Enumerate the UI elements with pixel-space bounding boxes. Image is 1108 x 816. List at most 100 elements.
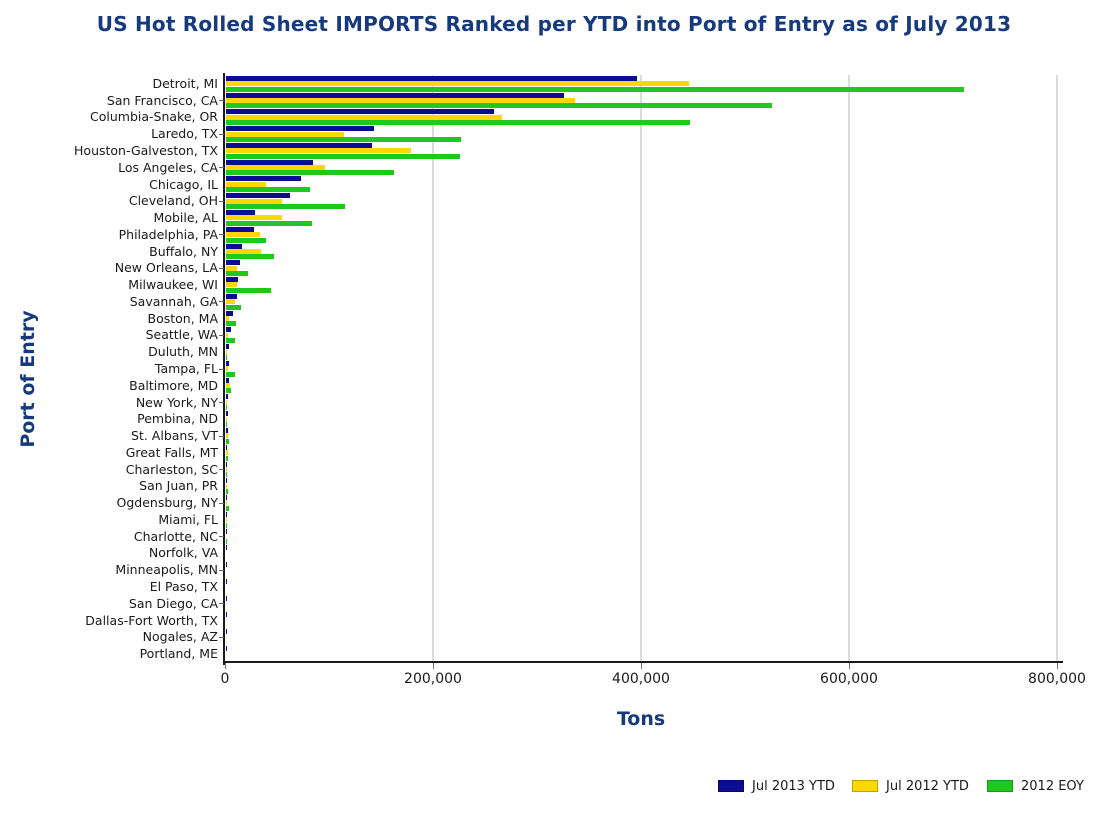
y-tick-mark [219,402,224,404]
y-tick-mark [219,167,224,169]
y-tick-mark [219,636,224,638]
bar-jul-2013-ytd-13 [226,277,239,283]
bar-2012-eoy-25 [226,489,229,495]
bar-jul-2013-ytd-20 [226,394,229,400]
x-tick-mark [1057,663,1058,669]
bar-jul-2012-ytd-22 [226,433,228,439]
bar-jul-2013-ytd-18 [226,360,229,366]
category-label: Savannah, GA [129,293,218,309]
bar-jul-2013-ytd-31 [226,578,227,584]
bar-jul-2012-ytd-19 [226,383,231,389]
y-tick-mark [219,469,224,471]
category-label: Minneapolis, MN [115,562,218,578]
bar-jul-2013-ytd-6 [226,159,314,165]
category-label: Great Falls, MT [125,444,218,460]
bar-jul-2012-ytd-7 [226,181,266,187]
bar-jul-2012-ytd-25 [226,483,227,489]
gridline-400,000 [640,75,642,662]
bar-2012-eoy-5 [226,153,460,159]
bar-2012-eoy-10 [226,237,266,243]
category-label: Portland, ME [139,646,218,662]
category-label: Los Angeles, CA [118,159,218,175]
y-axis-line [223,73,225,665]
x-tick-label: 200,000 [404,671,462,687]
category-label: Ogdensburg, NY [116,495,218,511]
bar-jul-2013-ytd-27 [226,511,227,517]
category-label: El Paso, TX [149,579,218,595]
bar-jul-2013-ytd-29 [226,545,227,551]
bar-2012-eoy-22 [226,438,229,444]
category-label: Nogales, AZ [142,629,218,645]
bar-2012-eoy-27 [226,522,227,528]
bar-jul-2012-ytd-21 [226,416,227,422]
y-tick-mark [219,569,224,571]
category-label: Laredo, TX [151,126,218,142]
bar-jul-2012-ytd-1 [226,81,689,87]
y-tick-mark [219,200,224,202]
y-tick-mark [219,603,224,605]
y-tick-mark [219,133,224,135]
bar-jul-2012-ytd-2 [226,97,576,103]
category-label: Seattle, WA [145,327,218,343]
bar-jul-2012-ytd-15 [226,316,230,321]
legend-label: Jul 2013 YTD [752,779,835,794]
x-tick-label: 0 [220,671,230,687]
x-tick-mark [433,663,434,669]
bar-jul-2013-ytd-1 [226,75,637,81]
bar-2012-eoy-17 [226,354,227,360]
legend-swatch-2012-eoy [987,780,1013,792]
bar-jul-2013-ytd-33 [226,612,227,618]
bar-jul-2012-ytd-3 [226,114,502,120]
category-label: Columbia-Snake, OR [90,109,218,125]
bar-jul-2013-ytd-2 [226,92,564,98]
category-label: Chicago, IL [149,176,218,192]
bar-2012-eoy-12 [226,271,248,277]
bar-jul-2012-ytd-5 [226,148,412,154]
bar-jul-2012-ytd-16 [226,332,228,338]
bar-jul-2012-ytd-13 [226,282,237,288]
x-tick-label: 400,000 [612,671,670,687]
y-tick-mark [219,301,224,303]
x-tick-label: 800,000 [1028,671,1086,687]
bar-jul-2012-ytd-17 [226,349,227,355]
bar-jul-2013-ytd-12 [226,260,240,266]
category-label: San Juan, PR [139,478,218,494]
bar-jul-2013-ytd-17 [226,344,230,350]
x-tick-mark [849,663,850,669]
x-axis-line [223,661,1063,663]
bar-2012-eoy-6 [226,170,395,176]
category-label: Miami, FL [158,511,218,527]
legend-swatch-jul-2012-ytd [852,780,878,792]
bar-2012-eoy-1 [226,86,965,92]
bar-jul-2013-ytd-7 [226,176,301,182]
bar-2012-eoy-23 [226,455,229,461]
category-label: Norfolk, VA [148,545,218,561]
category-label: Mobile, AL [153,210,218,226]
bar-jul-2012-ytd-23 [226,450,229,456]
x-tick-mark [225,663,226,669]
y-tick-mark [219,334,224,336]
category-label: Duluth, MN [148,344,218,360]
bar-jul-2013-ytd-23 [226,444,228,450]
bar-jul-2013-ytd-19 [226,377,229,383]
bar-jul-2013-ytd-5 [226,142,372,148]
bar-2012-eoy-4 [226,136,462,142]
bar-jul-2013-ytd-8 [226,193,291,199]
bar-jul-2012-ytd-24 [226,466,227,472]
bar-jul-2012-ytd-9 [226,215,283,221]
y-tick-mark [219,368,224,370]
bar-jul-2013-ytd-34 [226,629,227,635]
bar-jul-2012-ytd-8 [226,198,283,204]
bar-2012-eoy-3 [226,120,690,126]
bar-jul-2013-ytd-35 [226,646,227,652]
category-label: Dallas-Fort Worth, TX [85,612,218,628]
legend-label: 2012 EOY [1021,779,1084,794]
y-tick-mark [219,435,224,437]
bar-jul-2013-ytd-25 [226,478,227,484]
gridline-800,000 [1056,75,1058,662]
category-label: Tampa, FL [154,361,218,376]
category-label: Boston, MA [147,310,219,326]
y-tick-mark [219,100,224,102]
bar-jul-2013-ytd-4 [226,126,374,132]
